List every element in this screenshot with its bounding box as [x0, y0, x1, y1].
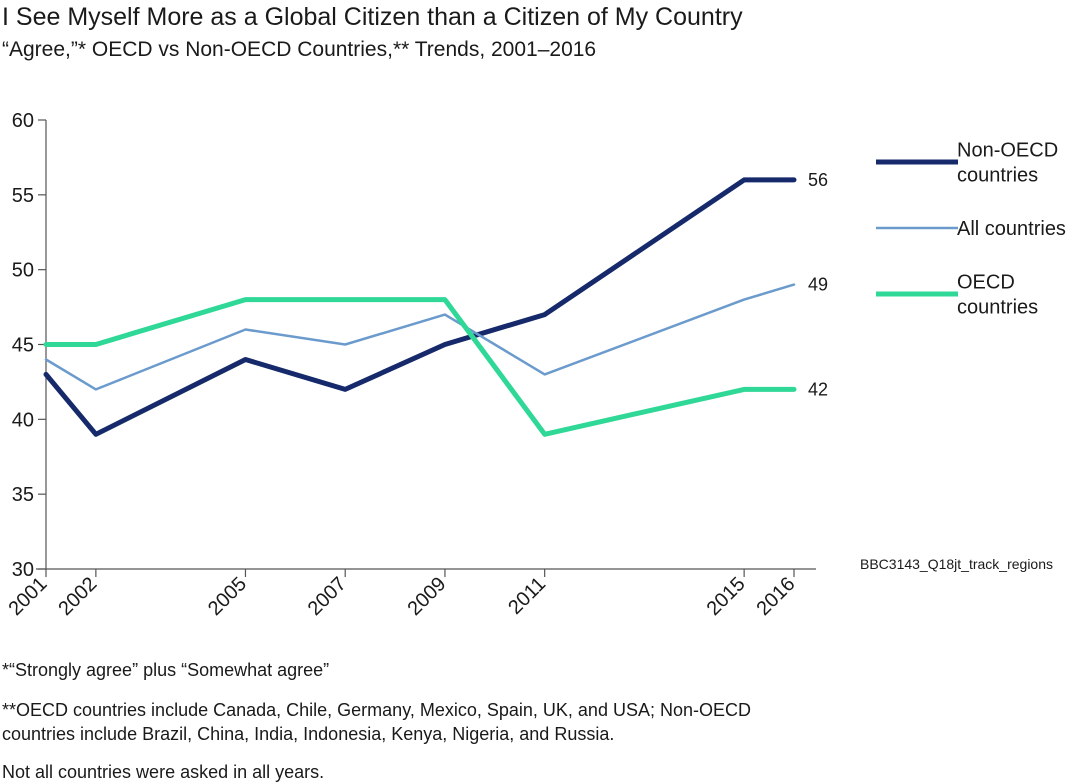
- y-tick-label: 40: [12, 409, 34, 431]
- end-label-non_oecd: 56: [808, 170, 828, 190]
- legend-item-all: All countries: [876, 218, 1066, 240]
- end-label-all: 49: [808, 275, 828, 295]
- series-line-oecd: [43, 297, 797, 437]
- source-code: BBC3143_Q18jt_track_regions: [860, 556, 1054, 572]
- x-tick-label: 2011: [504, 573, 550, 619]
- x-tick-label: 2016: [753, 573, 800, 620]
- y-tick-label: 55: [12, 185, 34, 207]
- legend-label: countries: [957, 297, 1038, 319]
- x-tick-label: 2005: [204, 573, 251, 620]
- chart-subtitle: “Agree,”* OECD vs Non-OECD Countries,** …: [2, 38, 597, 61]
- footnote-country-groups: **OECD countries include Canada, Chile, …: [2, 700, 751, 744]
- y-tick-label: 50: [12, 260, 34, 282]
- legend-item-oecd: OECD countries: [876, 272, 1038, 319]
- series-line-non_oecd: [43, 177, 797, 437]
- chart-series: [43, 177, 797, 437]
- legend-label: Non-OECD: [957, 140, 1058, 162]
- x-tick-label: 2007: [304, 573, 351, 620]
- legend-label: OECD: [957, 272, 1015, 294]
- end-label-oecd: 42: [808, 379, 828, 399]
- y-tick-label: 35: [12, 484, 34, 506]
- chart-legend: Non-OECD countries All countries OECD countr…: [876, 140, 1066, 319]
- x-tick-label: 2015: [703, 573, 750, 620]
- legend-label: All countries: [957, 218, 1066, 240]
- y-tick-label: 30: [12, 559, 34, 581]
- chart-end-labels: 56 49 42: [808, 170, 828, 400]
- legend-item-non_oecd: Non-OECD countries: [876, 140, 1058, 187]
- y-tick-label: 60: [12, 110, 34, 132]
- x-tick-label: 2009: [403, 573, 450, 620]
- legend-label: countries: [957, 165, 1038, 187]
- y-tick-label: 45: [12, 335, 34, 357]
- x-tick-label: 2002: [54, 573, 101, 620]
- footnote-note: Not all countries were asked in all year…: [2, 762, 325, 782]
- footnote-agree-definition: *“Strongly agree” plus “Somewhat agree”: [2, 660, 330, 680]
- series-line-all: [44, 283, 796, 391]
- chart-title: I See Myself More as a Global Citizen th…: [2, 3, 743, 31]
